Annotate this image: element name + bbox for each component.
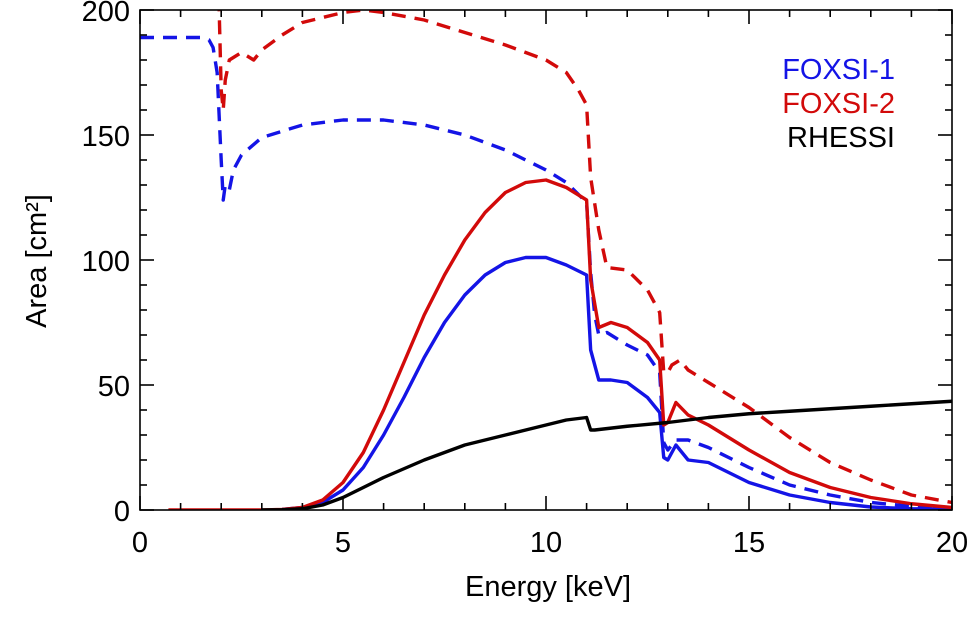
series-foxsi-2-dashed <box>217 10 952 505</box>
legend-entry-foxsi-2: FOXSI-2 <box>782 88 895 120</box>
series-layer <box>140 10 952 510</box>
x-axis-title: Energy [keV] <box>465 571 631 603</box>
series-foxsi-1-dashed <box>140 35 952 510</box>
x-tick-label: 15 <box>733 527 765 559</box>
x-tick-label: 5 <box>335 527 351 559</box>
series-foxsi-1-solid <box>281 255 952 510</box>
y-tick-label: 50 <box>98 371 130 403</box>
legend-entry-rhessi: RHESSI <box>787 122 895 154</box>
legend: FOXSI-1 FOXSI-2 RHESSI <box>782 54 895 154</box>
y-axis-title: Area [cm²] <box>21 194 53 328</box>
y-tick-label: 150 <box>82 121 130 153</box>
y-tick-label: 0 <box>114 496 130 528</box>
x-tick-label: 20 <box>936 527 968 559</box>
y-tick-label: 100 <box>82 246 130 278</box>
legend-entry-foxsi-1: FOXSI-1 <box>782 54 895 86</box>
y-tick-label: 200 <box>82 0 130 28</box>
x-tick-label: 10 <box>530 527 562 559</box>
series-rhessi <box>261 399 952 510</box>
x-tick-label: 0 <box>132 527 148 559</box>
series-foxsi-2-solid <box>168 178 952 510</box>
